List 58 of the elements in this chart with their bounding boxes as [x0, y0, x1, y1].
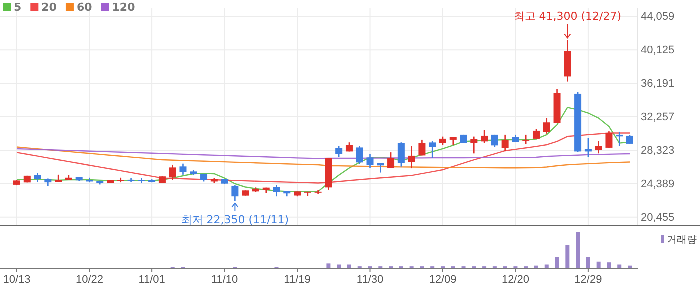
candlestick [169, 164, 176, 181]
legend-label: 60 [76, 1, 93, 14]
legend-label: 20 [42, 1, 58, 14]
y-tick-label: 32,257 [641, 112, 675, 124]
candlestick [429, 140, 436, 159]
candlestick [232, 184, 239, 202]
legend-label: 120 [112, 1, 136, 14]
candlestick [388, 152, 395, 169]
candlestick [606, 130, 613, 149]
annotation: 최저 22,350 (11/11) [181, 213, 290, 226]
bar [544, 264, 549, 268]
candlestick [470, 136, 478, 154]
x-tick-label: 11/01 [138, 274, 166, 286]
y-tick-label: 40,125 [641, 44, 675, 57]
candlestick [502, 134, 509, 152]
x-tick-label: 12/09 [429, 274, 457, 286]
candlestick [418, 139, 426, 156]
bar [337, 264, 342, 268]
line-series [16, 146, 631, 169]
x-tick-label: 10/13 [3, 274, 31, 286]
bar [607, 262, 612, 268]
y-tick-label: 20,455 [641, 212, 675, 224]
bar [555, 257, 560, 268]
candlestick [366, 153, 374, 170]
candlestick [481, 130, 488, 144]
y-tick-label: 44,059 [641, 11, 675, 24]
bar [326, 264, 331, 268]
bar [586, 257, 590, 268]
x-tick-label: 11/19 [284, 274, 311, 286]
line-series [16, 132, 631, 184]
annotation: 최고 41,300 (12/27) [514, 10, 622, 24]
bar [576, 232, 580, 268]
candlestick [398, 142, 405, 168]
candlestick [522, 134, 530, 145]
candlestick [491, 134, 498, 148]
candlestick [356, 146, 364, 165]
y-tick-label: 36,191 [641, 78, 675, 90]
legend-label: 5 [14, 1, 22, 14]
bar [618, 264, 622, 268]
x-tick-label: 12/29 [574, 274, 602, 286]
x-tick-label: 10/22 [76, 274, 104, 286]
candlestick [532, 128, 540, 140]
bar [566, 245, 570, 268]
x-tick-label: 11/10 [211, 274, 238, 286]
candlestick [314, 190, 322, 195]
bar [347, 264, 352, 268]
y-tick-label: 24,389 [641, 178, 675, 190]
bar [596, 262, 601, 268]
candlestick [408, 146, 416, 170]
candlestick [273, 184, 280, 198]
y-tick-label: 28,323 [641, 145, 675, 158]
legend-label: 거래량 [667, 235, 697, 246]
candlestick [543, 118, 550, 135]
candlestick [180, 163, 187, 176]
candlestick [336, 145, 343, 158]
x-tick-label: 11/30 [356, 274, 384, 286]
candlestick [595, 140, 602, 154]
x-tick-label: 12/20 [502, 274, 530, 286]
